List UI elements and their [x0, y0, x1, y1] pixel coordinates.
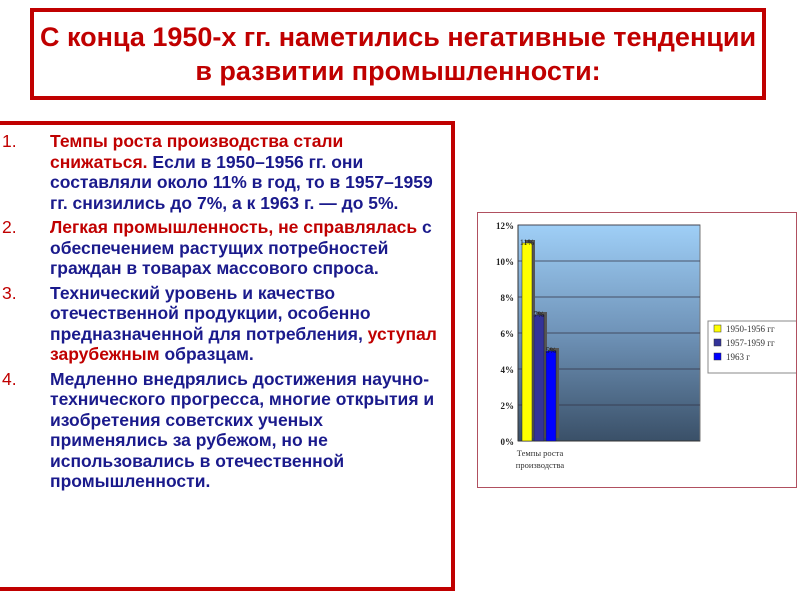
- y-tick-label: 0%: [501, 437, 515, 447]
- legend-label: 1950-1956 гг: [726, 324, 775, 334]
- text-box: 1. Темпы роста производства стали снижать…: [0, 121, 455, 591]
- legend-swatch: [713, 338, 722, 347]
- chart-svg: 0% 2% 4% 6% 8% 10% 12% 11% 7% 5% Темпы роста произв…: [496, 221, 799, 470]
- legend-label: 1963 г: [726, 352, 750, 362]
- bar: [545, 350, 557, 442]
- item-num: 3.: [2, 282, 17, 303]
- legend-swatch: [713, 352, 722, 361]
- item-red: Темпы роста производства стали снижаться…: [50, 131, 344, 172]
- list-item: 3. Технический уровень и качество отечест…: [0, 283, 441, 365]
- legend-label: 1957-1959 гг: [726, 338, 775, 348]
- y-tick-label: 4%: [501, 365, 515, 375]
- item-blue: Технический уровень и качество отечестве…: [50, 282, 371, 344]
- trend-list: 1. Темпы роста производства стали снижать…: [0, 131, 441, 492]
- item-num: 4.: [2, 368, 17, 389]
- item-blue: с обеспечением растущих потребностей гра…: [50, 217, 432, 278]
- item-red2: уступал зарубежным: [50, 323, 437, 365]
- list-item: 4. Медленно внедрялись достижения научно-…: [0, 369, 441, 492]
- chart: 0% 2% 4% 6% 8% 10% 12% 11% 7% 5% Темпы роста произв…: [477, 212, 799, 488]
- y-tick-label: 10%: [496, 257, 514, 267]
- bar: [521, 242, 533, 442]
- item-blue: Медленно внедрялись достижения научно-те…: [50, 368, 435, 492]
- data-label: 7%: [534, 310, 545, 319]
- title-box: С конца 1950-х гг. наметились негативные…: [30, 8, 766, 100]
- item-red: Легкая промышленность, не справлялась: [50, 217, 418, 237]
- item-num: 1.: [2, 131, 17, 151]
- data-label: 5%: [546, 346, 557, 355]
- y-tick-label: 2%: [501, 401, 515, 411]
- legend: [707, 320, 799, 374]
- item-blue2: образцам.: [159, 344, 254, 364]
- y-tick-label: 8%: [501, 293, 515, 303]
- x-tick-label: Темпы роста: [517, 448, 564, 458]
- list-item: 2. Легкая промышленность, не справлялась …: [0, 217, 441, 279]
- bar: [533, 314, 545, 442]
- slide-title: С конца 1950-х гг. наметились негативные…: [39, 22, 757, 86]
- item-num: 2.: [2, 217, 17, 237]
- y-tick-label: 6%: [501, 329, 515, 339]
- item-blue: Если в 1950–1956 гг. они составляли окол…: [50, 151, 433, 213]
- y-tick-label: 12%: [496, 221, 514, 231]
- legend-swatch: [713, 324, 722, 333]
- x-tick-label: производства: [516, 460, 565, 470]
- data-label: 11%: [520, 238, 535, 247]
- list-item: 1. Темпы роста производства стали снижать…: [0, 131, 441, 213]
